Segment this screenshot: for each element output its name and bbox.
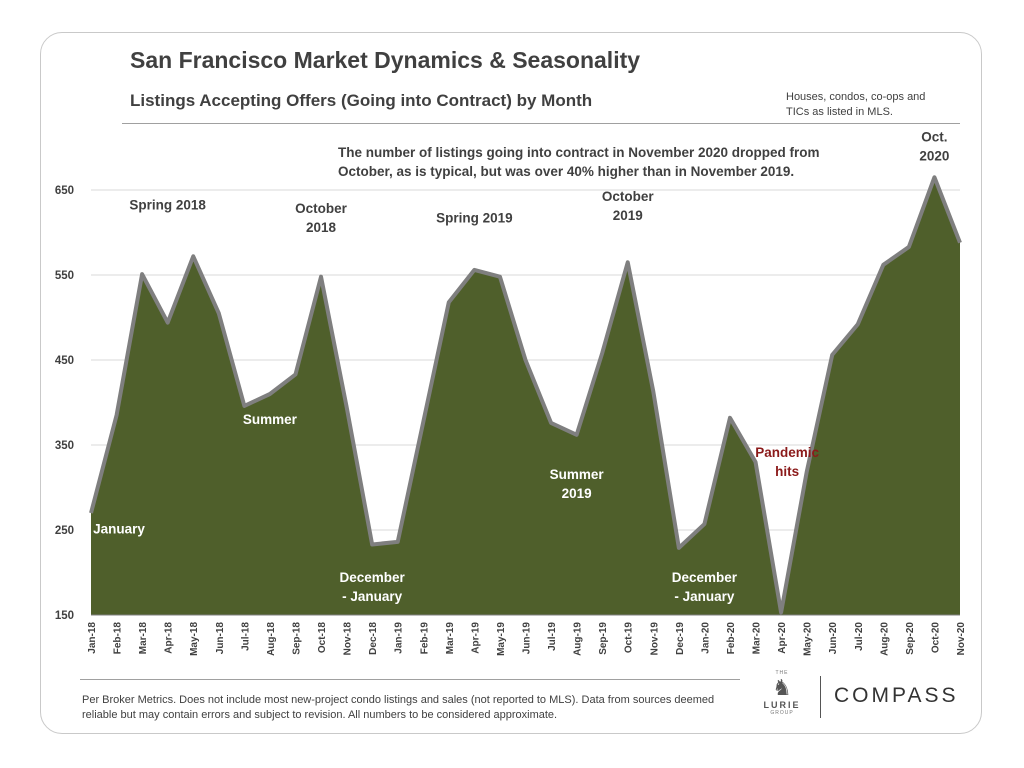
y-tick-label: 650 [55, 185, 74, 197]
annotation-label: October 2018 [295, 201, 348, 235]
x-tick-label: Sep-18 [291, 622, 302, 655]
annotation-label: December - January [339, 570, 405, 604]
x-tick-label: Nov-20 [956, 622, 967, 656]
lurie-logo-text: LURIE [763, 700, 801, 710]
y-tick-label: 250 [55, 525, 74, 537]
x-tick-label: Feb-18 [113, 622, 124, 655]
x-tick-label: Sep-19 [598, 622, 609, 655]
x-tick-label: Oct-19 [624, 622, 635, 654]
header-rule [122, 123, 960, 124]
compass-logo: COMPASS [834, 684, 959, 707]
knight-icon: ♞ [772, 675, 792, 700]
y-axis-ticks: 150 250 350 450 550 650 [55, 185, 74, 622]
x-tick-label: Feb-20 [726, 622, 737, 655]
x-tick-label: May-18 [189, 622, 200, 656]
logo-divider [820, 676, 821, 718]
footer-rule [80, 679, 740, 680]
x-tick-label: Dec-18 [368, 622, 379, 655]
x-tick-label: Oct-20 [930, 622, 941, 654]
x-tick-label: Nov-19 [649, 622, 660, 656]
lurie-logo-prefix: THE [775, 670, 789, 676]
y-tick-label: 350 [55, 440, 74, 452]
x-axis-ticks: Jan-18 Feb-18 Mar-18 Apr-18 May-18 Jun-18 Jul-… [87, 622, 967, 656]
x-tick-label: Mar-20 [752, 622, 763, 655]
annotation-label: Spring 2019 [436, 210, 513, 225]
x-tick-label: Sep-20 [905, 622, 916, 655]
x-tick-label: Mar-18 [138, 622, 149, 655]
annotations: January Spring 2018 October 2018 Summer Decem… [93, 130, 949, 604]
x-tick-label: Aug-20 [879, 622, 890, 656]
annotation-label: December - January [672, 570, 738, 604]
x-tick-label: Feb-19 [419, 622, 430, 655]
x-tick-label: Jul-20 [854, 622, 865, 651]
x-tick-label: Apr-18 [164, 622, 175, 654]
x-tick-label: Jan-19 [394, 622, 405, 654]
summary-note: The number of listings going into contra… [338, 145, 820, 179]
x-tick-label: Jul-18 [240, 622, 251, 651]
y-tick-label: 150 [55, 610, 74, 622]
x-tick-label: Jan-18 [87, 622, 98, 654]
x-tick-label: May-19 [496, 622, 507, 656]
annotation-label: Oct. 2020 [919, 130, 949, 164]
x-tick-label: Nov-18 [343, 622, 354, 656]
lurie-logo-suffix: GROUP [770, 710, 794, 716]
x-tick-label: Oct-18 [317, 622, 328, 654]
x-tick-label: Apr-20 [777, 622, 788, 654]
y-tick-label: 550 [55, 270, 74, 282]
lurie-group-logo: THE ♞ LURIE GROUP [756, 670, 808, 720]
x-tick-label: Mar-19 [445, 622, 456, 655]
chart-title: San Francisco Market Dynamics & Seasonal… [130, 47, 641, 73]
series-area [89, 175, 962, 616]
x-tick-label: Jul-19 [547, 622, 558, 651]
x-tick-label: Apr-19 [470, 622, 481, 654]
y-tick-label: 450 [55, 355, 74, 367]
x-tick-label: Aug-19 [573, 622, 584, 656]
annotation-label: Pandemic hits [755, 445, 819, 479]
footer-note: Per Broker Metrics. Does not include mos… [82, 694, 715, 721]
annotation-label: Summer 2019 [550, 467, 605, 501]
chart-subtitle: Listings Accepting Offers (Going into Co… [130, 91, 593, 110]
x-tick-label: Jun-18 [215, 622, 226, 655]
annotation-label: October 2019 [602, 189, 655, 223]
x-tick-label: Jun-19 [522, 622, 533, 655]
annotation-label: January [93, 521, 145, 536]
area-fill [91, 177, 960, 615]
x-tick-label: Jun-20 [828, 622, 839, 655]
annotation-label: Spring 2018 [129, 198, 206, 213]
annotation-label: Summer [243, 412, 298, 427]
scope-note: Houses, condos, co-ops and TICs as liste… [786, 91, 926, 118]
x-tick-label: Aug-18 [266, 622, 277, 656]
x-tick-label: Dec-19 [675, 622, 686, 655]
x-tick-label: Jan-20 [700, 622, 711, 654]
x-tick-label: May-20 [803, 622, 814, 656]
